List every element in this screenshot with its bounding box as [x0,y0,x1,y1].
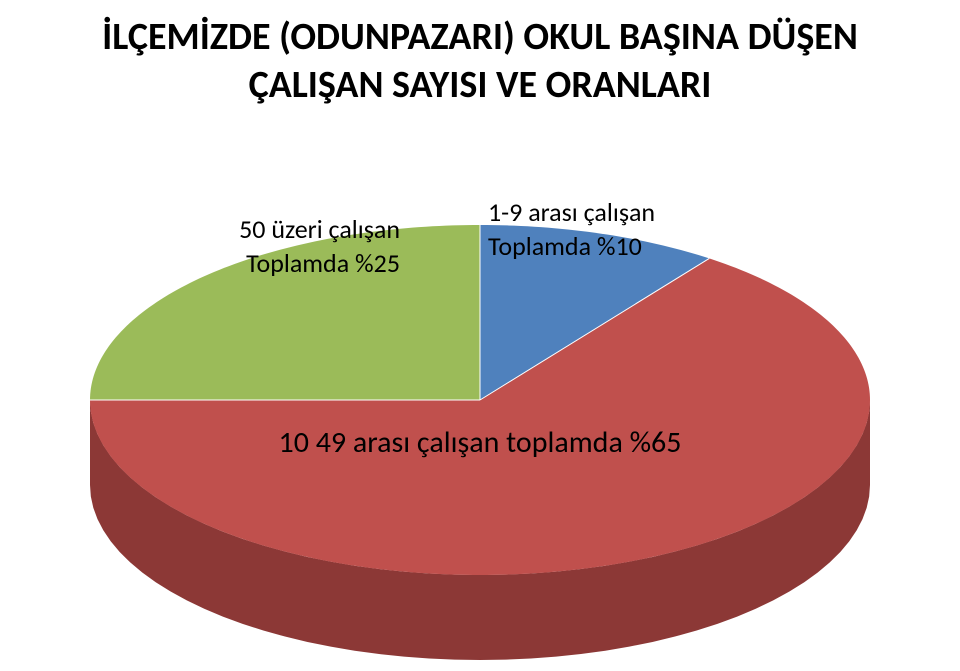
slice-label-red: 10 49 arası çalışan toplamda %65 [270,423,690,462]
slice-label-blue: 1-9 arası çalışan Toplamda %10 [488,196,655,264]
pie-chart [0,100,960,660]
chart-title: İLÇEMİZDE (ODUNPAZARI) OKUL BAŞINA DÜŞEN… [0,14,960,109]
slice-label-green: 50 üzeri çalışan Toplamda %25 [170,213,400,281]
